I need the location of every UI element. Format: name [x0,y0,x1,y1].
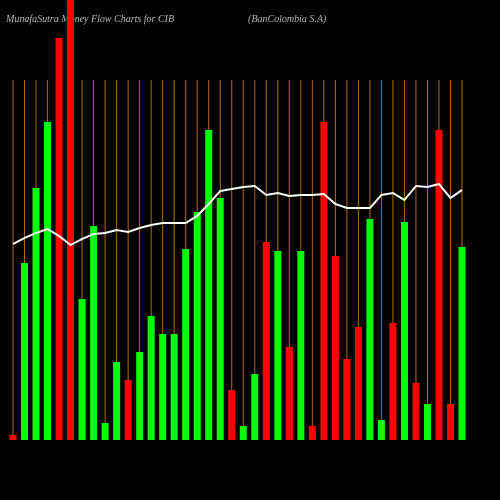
bar [366,219,374,440]
bar [55,38,63,440]
bar [389,323,397,440]
bar [320,122,328,440]
bar [435,130,443,440]
bar [308,426,316,440]
bar [412,383,420,440]
bar [423,404,431,440]
bar [446,404,454,440]
bar [90,226,98,440]
bar [101,423,109,440]
chart-title: MunafaSutra Money Flow Charts for CIB [5,14,174,25]
bar [159,334,167,440]
bar [9,435,17,440]
bar [216,198,224,440]
bar [113,362,121,440]
bar [354,327,362,440]
bar [205,130,213,440]
bar [239,426,247,440]
bar [262,242,270,440]
bar [331,256,339,440]
bar [458,247,466,440]
bar [32,188,40,440]
chart-subtitle: (BanColombia S.A) [248,14,327,25]
bar [136,352,144,440]
bar [170,334,178,440]
bar [182,249,190,440]
bar [251,374,259,440]
bar [147,316,155,440]
bar [78,299,86,440]
bar [297,251,305,440]
bar [67,0,75,440]
bar [193,212,201,440]
bar [400,222,408,440]
bar [274,251,282,440]
bar [21,263,29,440]
bar [44,122,52,440]
money-flow-line [12,182,463,247]
bar [285,347,293,440]
bar [124,380,132,440]
bar [228,390,236,440]
bar [377,420,385,440]
bar [343,359,351,440]
